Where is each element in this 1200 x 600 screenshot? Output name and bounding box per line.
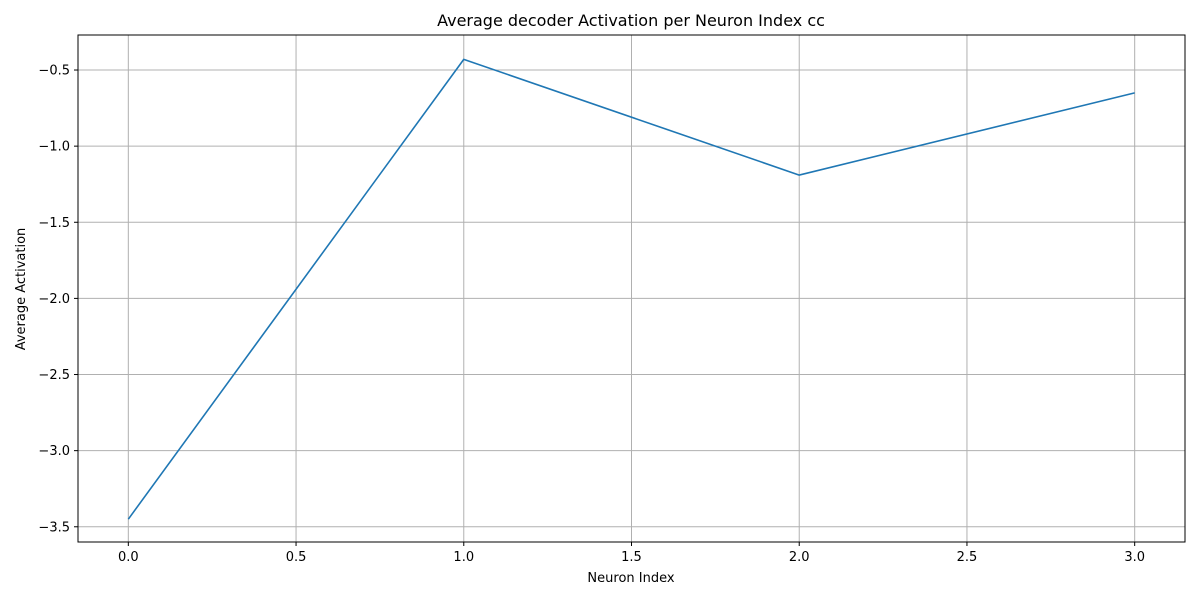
x-tick-label: 0.0 — [118, 550, 139, 565]
y-tick-label: −3.0 — [38, 444, 70, 459]
y-tick-label: −2.5 — [38, 368, 70, 383]
x-axis-ticks: 0.0 0.5 1.0 1.5 2.0 2.5 3.0 — [118, 542, 1145, 565]
x-tick-label: 0.5 — [286, 550, 307, 565]
x-tick-label: 1.5 — [621, 550, 642, 565]
y-tick-label: −1.0 — [38, 140, 70, 155]
y-tick-label: −2.0 — [38, 292, 70, 307]
y-tick-label: −3.5 — [38, 520, 70, 535]
x-tick-label: 1.0 — [453, 550, 474, 565]
series-layer — [127, 58, 1135, 520]
x-axis-label: Neuron Index — [587, 571, 674, 586]
series-line-0 — [127, 58, 1135, 520]
y-tick-label: −1.5 — [38, 216, 70, 231]
grid-layer — [78, 35, 1185, 542]
x-tick-label: 2.5 — [957, 550, 978, 565]
y-axis-label: Average Activation — [14, 228, 29, 351]
y-axis-ticks: −3.5 −3.0 −2.5 −2.0 −1.5 −1.0 −0.5 — [38, 64, 78, 535]
y-tick-label: −0.5 — [38, 64, 70, 79]
x-tick-label: 2.0 — [789, 550, 810, 565]
chart-title: Average decoder Activation per Neuron In… — [437, 11, 825, 30]
x-tick-label: 3.0 — [1124, 550, 1145, 565]
